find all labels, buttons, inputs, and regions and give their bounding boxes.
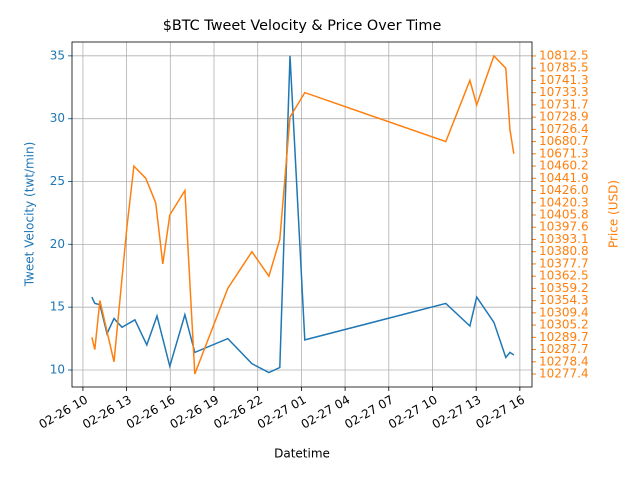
y-tick-label: 15 (50, 300, 65, 314)
y2-tick-label: 10393.1 (539, 232, 589, 246)
y2-tick-label: 10305.2 (539, 318, 589, 332)
y2-tick-label: 10728.9 (539, 110, 589, 124)
y2-tick-label: 10289.7 (539, 330, 589, 344)
y2-tick-label: 10405.8 (539, 207, 589, 221)
x-tick-label: 02-26 19 (168, 393, 222, 432)
y2-tick-label: 10354.3 (539, 293, 589, 307)
y-tick-label: 10 (50, 363, 65, 377)
data-line (91, 54, 515, 375)
x-tick-label: 02-26 10 (36, 393, 90, 432)
y-tick-label: 35 (50, 48, 65, 62)
x-tick-label: 02-27 01 (255, 393, 309, 432)
x-tick-label: 02-27 13 (430, 393, 484, 432)
y2-tick-label: 10680.7 (539, 134, 589, 148)
y-axis-label: Tweet Velocity (twt/min) (23, 142, 37, 288)
x-tick-label: 02-27 16 (473, 393, 527, 432)
y2-tick-label: 10397.6 (539, 220, 589, 234)
x-tick-label: 02-26 16 (124, 393, 178, 432)
plot-frame (71, 41, 533, 388)
x-tick-label: 02-26 22 (211, 393, 265, 432)
y2-tick-label: 10726.4 (539, 122, 589, 136)
y2-tick-label: 10287.7 (539, 342, 589, 356)
y2-tick-label: 10460.2 (539, 159, 589, 173)
y2-tick-label: 10426.0 (539, 183, 589, 197)
y2-tick-label: 10733.3 (539, 85, 589, 99)
y2-tick-label: 10671.3 (539, 146, 589, 160)
chart-title: $BTC Tweet Velocity & Price Over Time (163, 18, 442, 34)
y2-tick-label: 10277.4 (539, 367, 589, 381)
x-tick-label: 02-27 07 (342, 393, 396, 432)
y2-tick-label: 10380.8 (539, 244, 589, 258)
y2-tick-label: 10420.3 (539, 195, 589, 209)
y-tick-label: 20 (50, 237, 65, 251)
x-tick-label: 02-27 04 (299, 393, 353, 432)
y-tick-label: 30 (50, 111, 65, 125)
y2-tick-label: 10812.5 (539, 48, 589, 62)
x-axis-label: Datetime (274, 447, 330, 461)
y2-tick-label: 10362.5 (539, 269, 589, 283)
y2-tick-label: 10278.4 (539, 354, 589, 368)
y2-tick-label: 10359.2 (539, 281, 589, 295)
x-tick-label: 02-27 10 (386, 393, 440, 432)
y2-tick-label: 10741.3 (539, 73, 589, 87)
y-tick-label: 25 (50, 174, 65, 188)
y2-tick-label: 10785.5 (539, 61, 589, 75)
y2-axis-label: Price (USD) (607, 180, 621, 248)
y2-tick-label: 10309.4 (539, 305, 589, 319)
y2-tick-label: 10377.7 (539, 256, 589, 270)
data-line (91, 55, 515, 374)
x-tick-label: 02-26 13 (80, 393, 134, 432)
y2-tick-label: 10441.9 (539, 171, 589, 185)
y2-tick-label: 10731.7 (539, 97, 589, 111)
